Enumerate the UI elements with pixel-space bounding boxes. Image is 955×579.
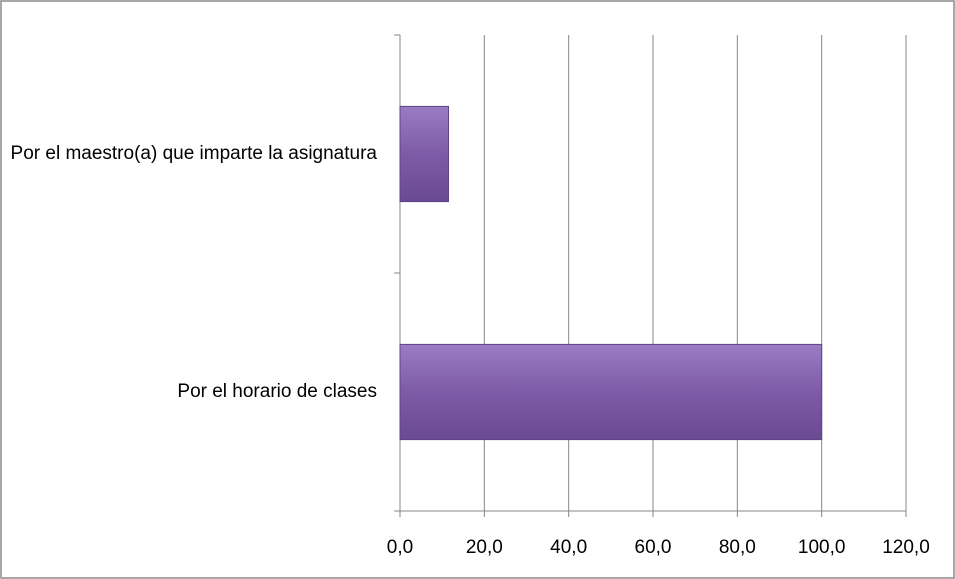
y-tick-label: Por el horario de clases — [177, 381, 377, 402]
x-tick-label: 20,0 — [466, 537, 503, 558]
y-tick-label: Por el maestro(a) que imparte la asignat… — [10, 143, 377, 164]
x-tick-label: 0,0 — [387, 537, 413, 558]
bar — [399, 343, 823, 441]
x-tick-label: 80,0 — [719, 537, 756, 558]
x-tick-label: 60,0 — [635, 537, 672, 558]
x-tick-label: 100,0 — [798, 537, 846, 558]
x-tick-label: 40,0 — [550, 537, 587, 558]
x-tick-label: 120,0 — [882, 537, 930, 558]
bar — [399, 105, 449, 203]
